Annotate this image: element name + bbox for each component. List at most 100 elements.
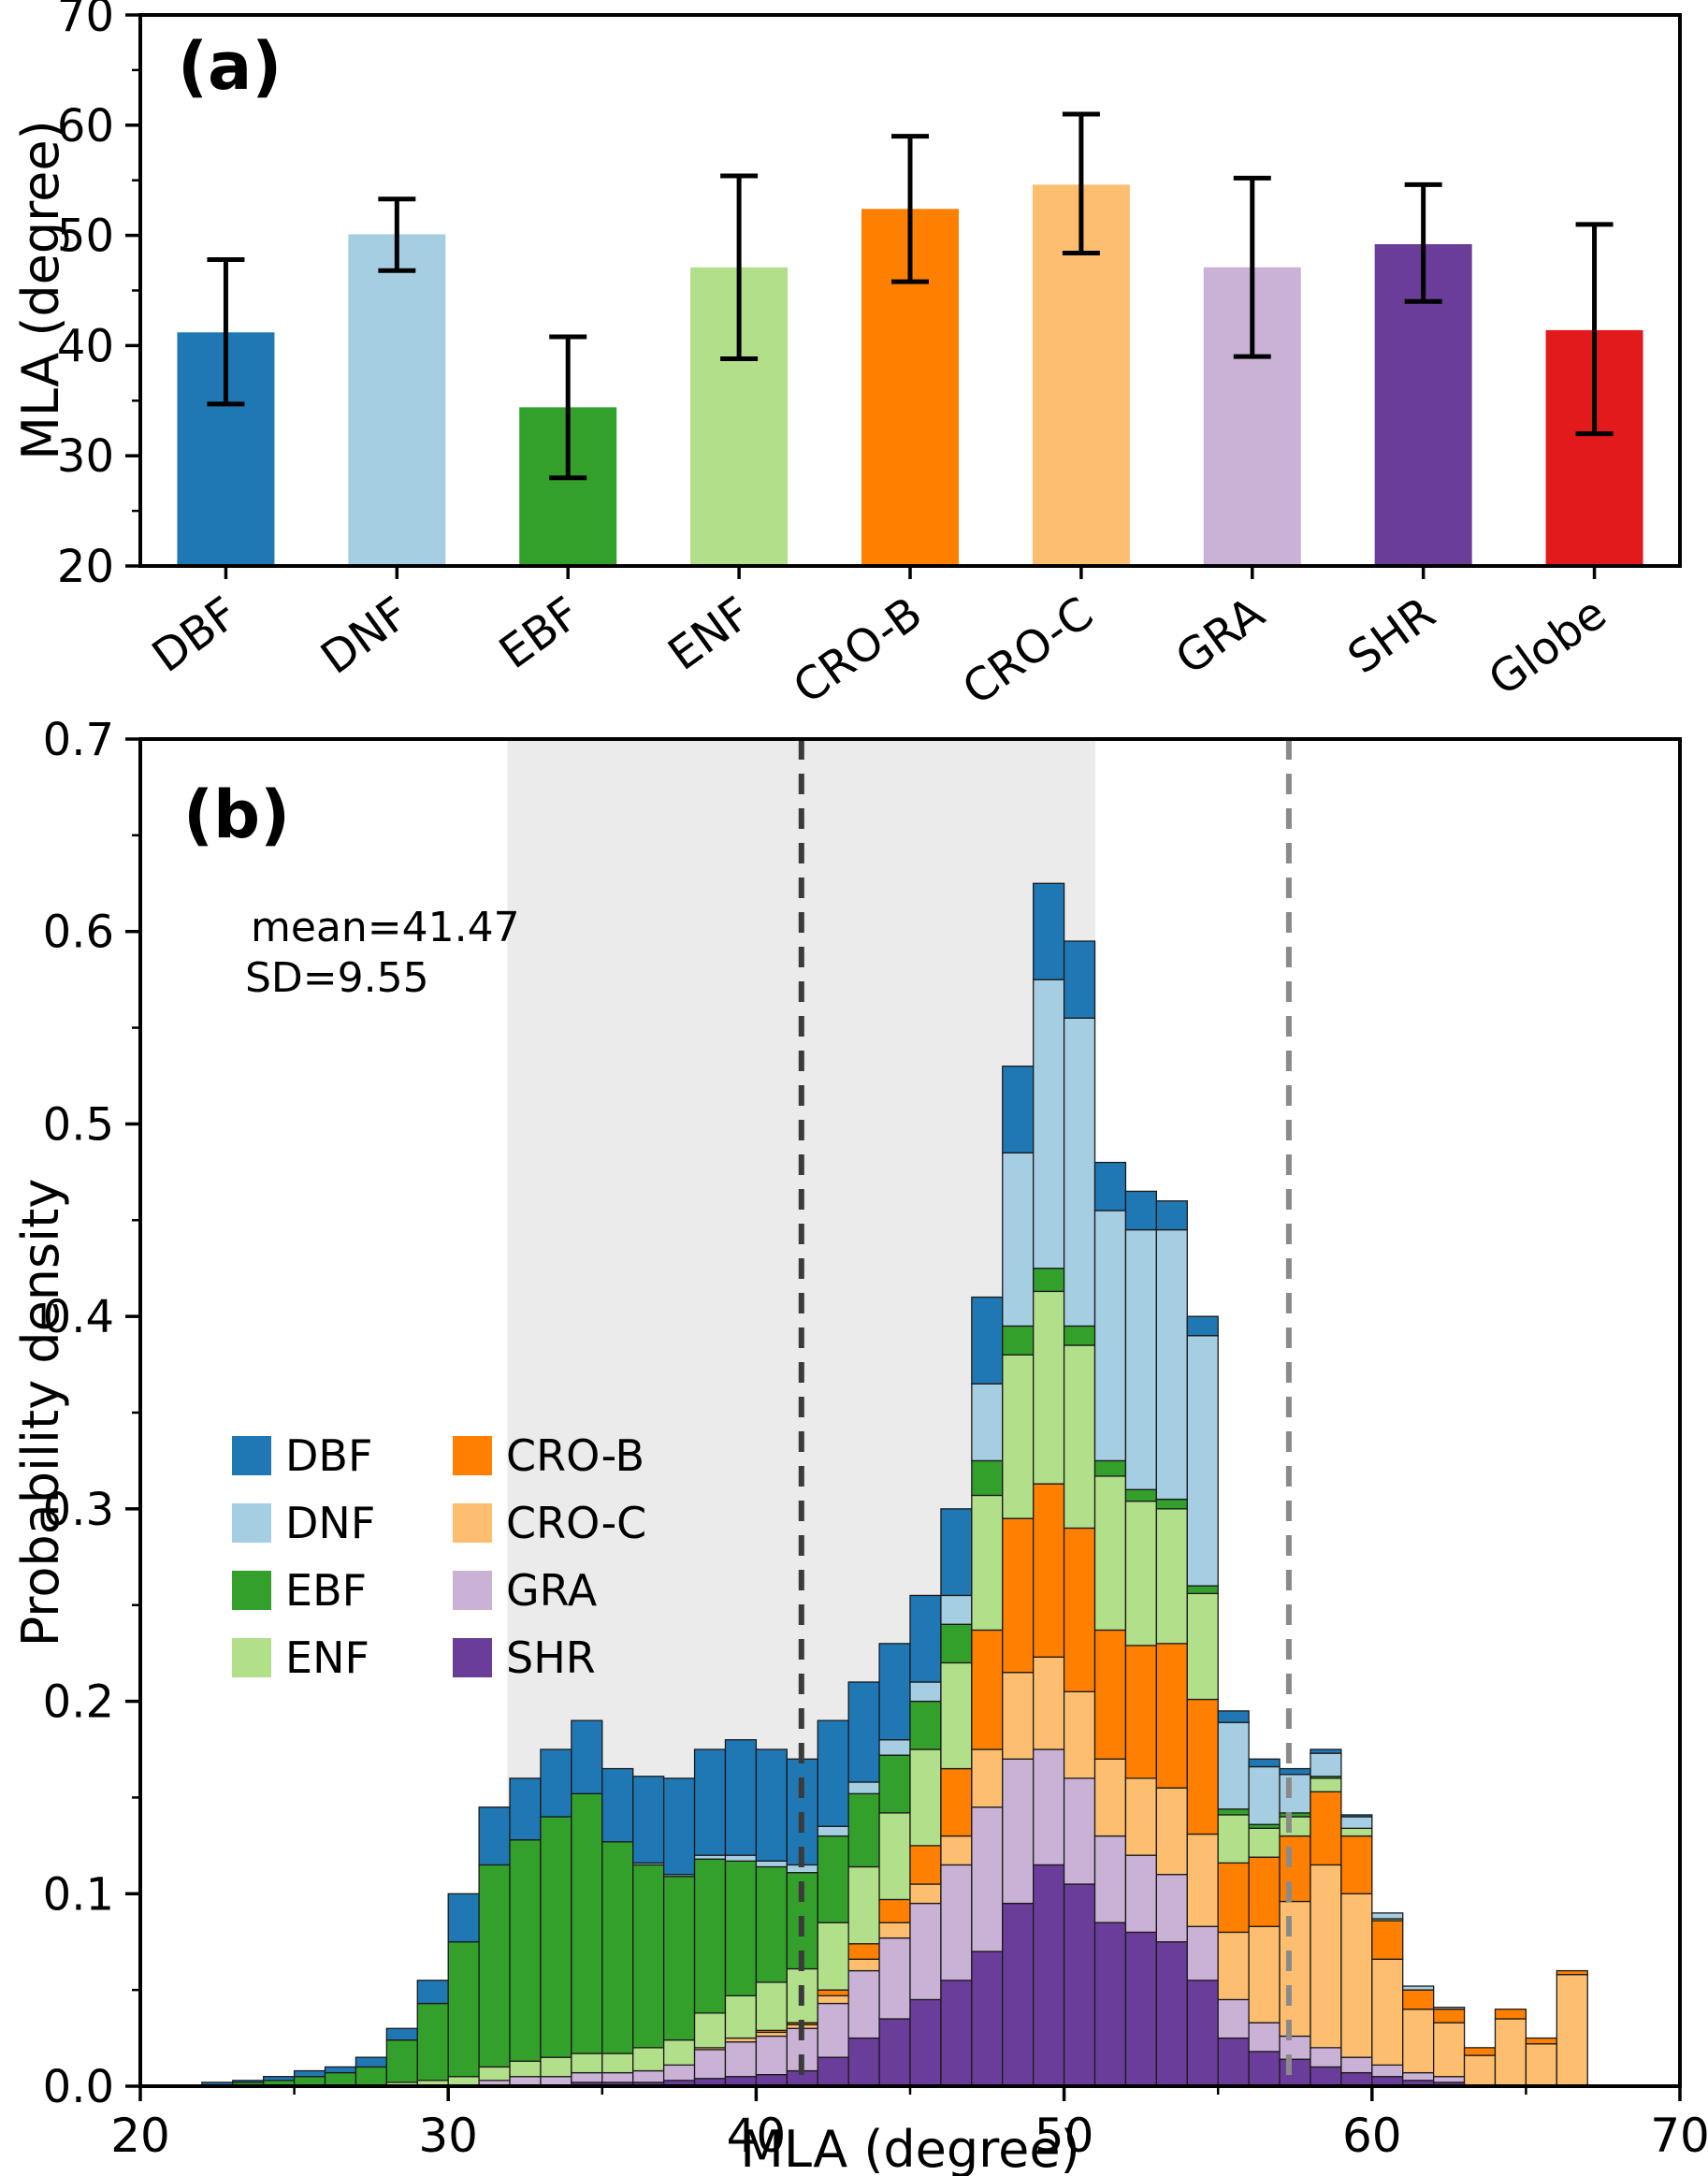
hist-segment-GRA (632, 2069, 665, 2083)
hist-segment-CRO-C (878, 1922, 911, 1939)
hist-segment-DBF (1033, 882, 1065, 980)
hist-segment-SHR (1340, 2071, 1373, 2087)
hist-segment-CRO-C (1432, 2022, 1466, 2078)
hist-segment-CRO-B (1340, 1835, 1373, 1894)
hist-segment-CRO-C (1402, 2009, 1435, 2074)
hist-segment-GRA (847, 1969, 880, 2039)
hist-segment-GRA (940, 1864, 973, 1981)
hist-segment-SHR (1279, 2058, 1311, 2087)
hist-segment-CRO-B (909, 1845, 942, 1885)
axes-frame (138, 737, 1682, 2088)
legend-swatch-ENF (232, 1638, 271, 1677)
x-tick-label: 50 (1035, 2109, 1094, 2163)
legend-item-EBF: EBF (232, 1557, 453, 1624)
hist-segment-DBF (1002, 1066, 1035, 1153)
y-tick-label: 30 (57, 430, 114, 483)
legend-item-GRA: GRA (453, 1557, 646, 1624)
panel-a-svg: DBF DNF EBF ENF CRO-B CRO-C GRA SHR Globe 20 30 40 5… (57, 0, 1682, 702)
hist-segment-SHR (1186, 1980, 1219, 2087)
hist-segment-ENF (971, 1494, 1004, 1632)
x-tick-label: 70 (1650, 2109, 1708, 2163)
hist-segment-EBF (1155, 1498, 1188, 1510)
panel-b-ylabel: Probability density (11, 1178, 70, 1647)
y-tick-label: 0.3 (43, 1484, 114, 1536)
hist-segment-CRO-C (1494, 2018, 1527, 2087)
hist-segment-CRO-C (1463, 2054, 1497, 2087)
hist-segment-DNF (878, 1739, 911, 1756)
hist-segment-GRA (1248, 2022, 1281, 2053)
y-tick-label: 0.4 (43, 1291, 114, 1343)
hist-segment-CRO-C (909, 1883, 942, 1905)
hist-segment-GRA (1093, 1835, 1127, 1923)
hist-segment-DBF (847, 1681, 880, 1783)
hist-segment-EBF (478, 1864, 511, 2068)
hist-segment-EBF (662, 1876, 696, 2041)
x-tick-label: 20 (110, 2109, 170, 2163)
hist-segment-ENF (940, 1661, 973, 1770)
hist-segment-ENF (1279, 1816, 1311, 1837)
hist-segment-CRO-B (817, 1989, 849, 1996)
hist-segment-CRO-C (1155, 1787, 1188, 1876)
hist-segment-ENF (509, 2060, 542, 2078)
hist-segment-EBF (509, 1839, 542, 2062)
hist-segment-EBF (755, 1865, 788, 1983)
panel-a-label: (a) (178, 28, 282, 105)
legend-item-SHR: SHR (453, 1624, 646, 1691)
hist-segment-DNF (1217, 1721, 1250, 1810)
category-label: ENF (659, 587, 760, 680)
hist-segment-CRO-B (1525, 2037, 1557, 2045)
hist-segment-DNF (1279, 1774, 1311, 1814)
hist-segment-EBF (1063, 1325, 1096, 1346)
hist-segment-DNF (1093, 1210, 1127, 1462)
hist-segment-DNF (847, 1781, 880, 1794)
category-label: DNF (311, 587, 418, 684)
hist-segment-GRA (909, 1902, 942, 2001)
hist-segment-DNF (817, 1825, 849, 1837)
panel-b: 20 30 40 50 60 70 0.0 0.1 0.2 0.3 0.4 0.5 0.6 0.7 (b)… (0, 702, 1708, 2176)
legend-item-DBF: DBF (232, 1422, 453, 1489)
hist-segment-DBF (355, 2056, 388, 2068)
hist-segment-EBF (693, 1858, 727, 2014)
hist-segment-SHR (1310, 2066, 1342, 2087)
axes-frame (138, 13, 1682, 568)
hist-segment-ENF (693, 2012, 727, 2049)
hist-segment-GRA (1432, 2076, 1466, 2083)
hist-segment-ENF (1093, 1475, 1127, 1632)
hist-segment-CRO-C (1340, 1893, 1373, 2058)
hist-segment-CRO-B (1063, 1527, 1096, 1692)
hist-segment-DNF (1033, 979, 1065, 1269)
legend-label: ENF (285, 1632, 369, 1683)
hist-segment-SHR (971, 1951, 1004, 2087)
panel-b-xlabel: MLA (degree) (740, 2120, 1080, 2176)
hist-segment-EBF (1186, 1585, 1219, 1595)
hist-segment-DBF (478, 1806, 511, 1866)
hist-segment-DNF (1155, 1228, 1188, 1501)
hist-segment-DBF (940, 1508, 973, 1597)
hist-segment-ENF (662, 2038, 696, 2067)
hist-segment-CRO-C (1033, 1656, 1065, 1750)
hist-segment-CRO-B (1155, 1643, 1188, 1789)
hist-segment-CRO-B (1124, 1645, 1158, 1779)
mean-annotation: mean=41.47 (251, 904, 520, 951)
hist-segment-DNF (1002, 1152, 1035, 1327)
hist-segment-DBF (571, 1719, 603, 1794)
hist-segment-CRO-B (1002, 1517, 1035, 1674)
hist-segment-DBF (416, 1980, 449, 2005)
hist-segment-EBF (355, 2066, 388, 2087)
hist-segment-EBF (1124, 1488, 1158, 1502)
hist-segment-CRO-C (1310, 1864, 1342, 2049)
legend-swatch-SHR (453, 1638, 492, 1677)
hist-segment-CRO-C (1063, 1690, 1096, 1779)
hist-segment-DBF (1093, 1161, 1127, 1211)
y-tick-label: 20 (57, 541, 114, 593)
legend-label: EBF (285, 1565, 368, 1616)
hist-segment-CRO-B (1371, 1920, 1404, 1960)
hist-segment-CRO-C (1525, 2043, 1557, 2087)
hist-segment-SHR (940, 1980, 973, 2087)
hist-segment-CRO-B (847, 1943, 880, 1960)
hist-segment-CRO-B (1093, 1629, 1127, 1760)
hist-segment-DBF (878, 1643, 911, 1741)
hist-segment-EBF (1217, 1808, 1250, 1816)
hist-segment-DNF (909, 1681, 942, 1703)
hist-segment-EBF (1033, 1268, 1065, 1293)
